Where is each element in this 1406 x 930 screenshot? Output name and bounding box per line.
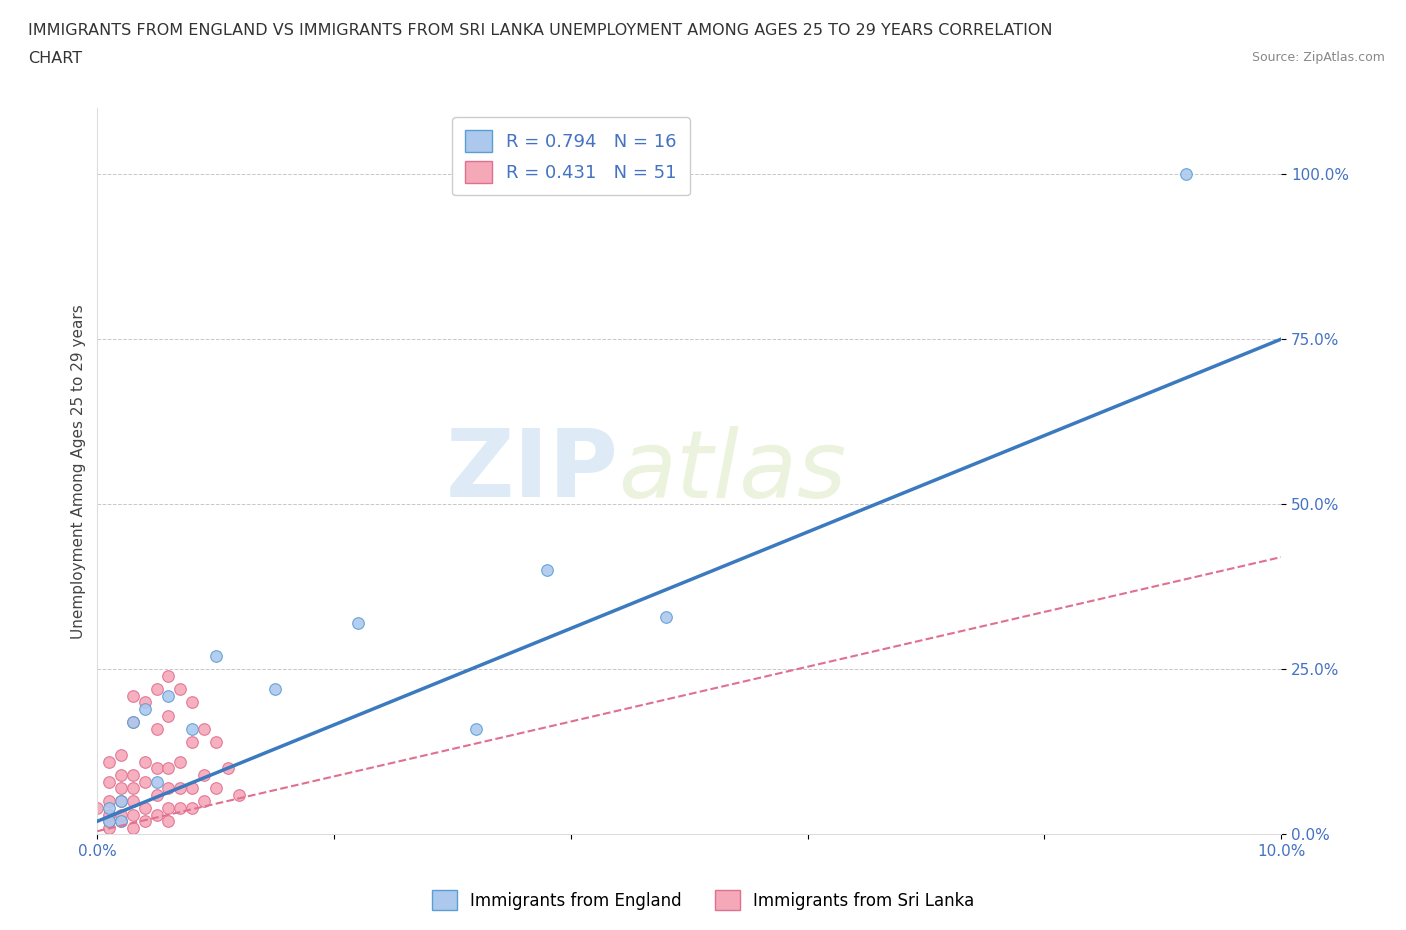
- Point: [1175, 166, 1198, 181]
- Point: [98, 820, 121, 835]
- Point: [121, 688, 143, 703]
- Point: [536, 563, 558, 578]
- Point: [145, 788, 167, 803]
- Point: [121, 767, 143, 782]
- Point: [98, 814, 121, 829]
- Point: [157, 814, 180, 829]
- Point: [169, 754, 191, 769]
- Point: [169, 781, 191, 796]
- Point: [264, 682, 287, 697]
- Text: Source: ZipAtlas.com: Source: ZipAtlas.com: [1251, 51, 1385, 64]
- Point: [98, 807, 121, 822]
- Point: [654, 609, 676, 624]
- Point: [193, 722, 215, 737]
- Point: [157, 669, 180, 684]
- Point: [145, 722, 167, 737]
- Point: [204, 735, 226, 750]
- Point: [157, 708, 180, 723]
- Point: [465, 722, 488, 737]
- Y-axis label: Unemployment Among Ages 25 to 29 years: Unemployment Among Ages 25 to 29 years: [72, 304, 86, 639]
- Text: CHART: CHART: [28, 51, 82, 66]
- Point: [110, 814, 132, 829]
- Point: [181, 695, 204, 710]
- Point: [98, 774, 121, 789]
- Point: [110, 794, 132, 809]
- Point: [134, 774, 156, 789]
- Point: [193, 767, 215, 782]
- Point: [134, 754, 156, 769]
- Point: [86, 801, 108, 816]
- Point: [134, 701, 156, 716]
- Point: [110, 794, 132, 809]
- Point: [169, 801, 191, 816]
- Point: [98, 794, 121, 809]
- Point: [157, 801, 180, 816]
- Point: [157, 761, 180, 776]
- Text: ZIP: ZIP: [446, 425, 619, 517]
- Point: [145, 774, 167, 789]
- Point: [121, 807, 143, 822]
- Point: [204, 781, 226, 796]
- Point: [121, 715, 143, 730]
- Point: [134, 695, 156, 710]
- Point: [181, 722, 204, 737]
- Point: [98, 754, 121, 769]
- Point: [110, 781, 132, 796]
- Text: IMMIGRANTS FROM ENGLAND VS IMMIGRANTS FROM SRI LANKA UNEMPLOYMENT AMONG AGES 25 : IMMIGRANTS FROM ENGLAND VS IMMIGRANTS FR…: [28, 23, 1053, 38]
- Point: [121, 715, 143, 730]
- Legend: Immigrants from England, Immigrants from Sri Lanka: Immigrants from England, Immigrants from…: [425, 884, 981, 917]
- Point: [145, 761, 167, 776]
- Point: [181, 735, 204, 750]
- Point: [134, 814, 156, 829]
- Point: [110, 767, 132, 782]
- Legend: R = 0.794   N = 16, R = 0.431   N = 51: R = 0.794 N = 16, R = 0.431 N = 51: [453, 117, 689, 195]
- Point: [110, 748, 132, 763]
- Point: [193, 794, 215, 809]
- Point: [181, 781, 204, 796]
- Point: [181, 801, 204, 816]
- Point: [157, 688, 180, 703]
- Point: [98, 814, 121, 829]
- Point: [134, 801, 156, 816]
- Point: [204, 649, 226, 664]
- Point: [98, 801, 121, 816]
- Point: [169, 682, 191, 697]
- Text: atlas: atlas: [619, 426, 846, 517]
- Point: [145, 807, 167, 822]
- Point: [157, 781, 180, 796]
- Point: [110, 814, 132, 829]
- Point: [121, 820, 143, 835]
- Point: [121, 781, 143, 796]
- Point: [217, 761, 239, 776]
- Point: [228, 788, 250, 803]
- Point: [145, 682, 167, 697]
- Point: [121, 794, 143, 809]
- Point: [110, 807, 132, 822]
- Point: [346, 616, 368, 631]
